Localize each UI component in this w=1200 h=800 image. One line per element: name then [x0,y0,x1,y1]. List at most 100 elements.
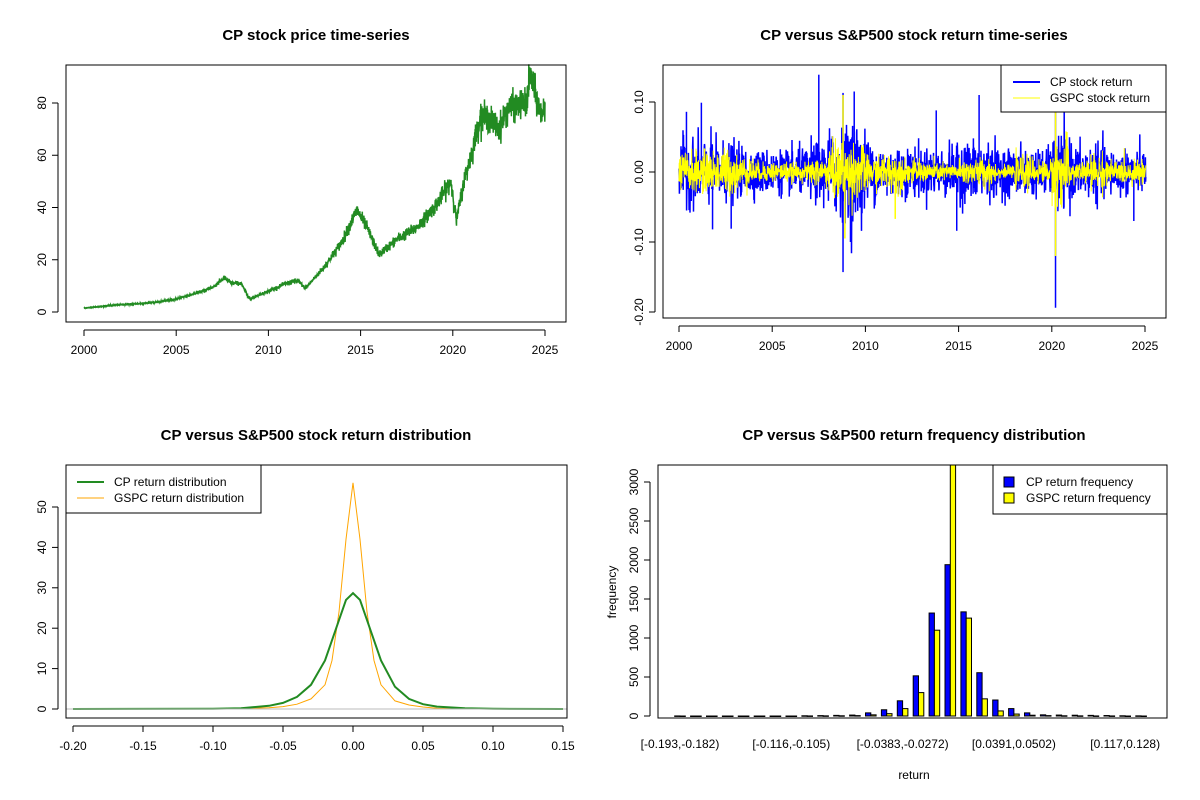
plot-frame [65,64,567,323]
y-tick-label: 50 [35,500,49,514]
cp-bar [721,715,729,717]
y-tick-label: 0 [35,308,49,315]
gspc-bar [933,629,941,717]
cp-bar [690,715,697,717]
x-tick-label: 2025 [1132,339,1159,353]
gspc-bar [918,692,925,717]
y-tick-label: 3000 [627,468,641,495]
y-tick-label: 2500 [627,507,641,534]
gspc-bar [806,715,814,717]
cp-bar [880,709,888,717]
x-tick-label: -0.15 [129,739,157,753]
cp-bar [674,715,681,717]
y-tick-label: 2000 [627,546,641,573]
x-tick-label: 2020 [1038,339,1065,353]
gspc-bar [759,715,766,717]
gspc-bar [711,715,718,717]
cp-bar [992,699,999,717]
chart-title: CP versus S&P500 return frequency distri… [742,427,1085,444]
y-tick-label: 80 [35,96,49,110]
gspc-bar [902,708,909,717]
y-tick-label: 500 [627,667,641,687]
cp-bar [896,700,904,717]
gspc-bar [965,617,973,717]
y-tick-label: 10 [35,662,49,676]
cp-bar [1055,714,1063,717]
x-tick-label: 0.05 [411,739,435,753]
x-tick-label: 0.10 [481,739,505,753]
cp-bar [1008,708,1015,717]
legend-swatch-gspc [1003,492,1015,504]
y-tick-label: -0.20 [632,298,646,326]
y-tick-label: 1000 [627,624,641,651]
cp-bar [1039,714,1047,717]
y-tick-label: 0.00 [632,160,646,184]
y-tick-label: 40 [35,201,49,215]
gspc-density-line [72,482,563,710]
plot-frame [662,64,1167,319]
x-tick-label: 2015 [347,343,374,357]
legend: CP return distribution GSPC return distr… [65,464,262,514]
cp-density-line [72,591,564,710]
gspc-bar [695,715,702,717]
cp-bar [833,714,840,717]
x-category-label: [-0.0383,-0.0272) [857,737,949,751]
x-tick-label: 2010 [255,343,282,357]
gspc-bar [822,715,829,717]
x-category-label: [-0.193,-0.182) [641,737,720,751]
chart-title: CP stock price time-series [222,27,409,44]
price-line [83,64,546,310]
x-tick-label: 2010 [852,339,879,353]
x-category-label: [0.0391,0.0502) [972,737,1056,751]
x-tick-label: 2000 [666,339,693,353]
cp-bar [928,612,935,717]
y-tick-label: -0.10 [632,228,646,256]
legend-swatch-cp [1003,476,1015,488]
cp-bar [912,675,920,717]
legend: CP stock return GSPC stock return [1000,64,1167,113]
y-tick-label: 40 [35,540,49,554]
gspc-bar [727,715,734,717]
chart-title: CP versus S&P500 stock return time-serie… [760,27,1067,44]
x-tick-label: 0.15 [551,739,575,753]
cp-bar [944,564,951,717]
x-tick-label: 2000 [71,343,98,357]
gspc-bar [1077,715,1084,717]
gspc-bar [870,714,877,717]
x-axis-label: return [898,768,929,782]
plot-frame [657,464,1168,719]
panel-histogram: CP versus S&P500 return frequency distri… [605,427,1168,782]
y-tick-label: 1500 [627,585,641,612]
gspc-bar [790,715,798,717]
gspc-bar [1045,715,1052,717]
y-axis-label: frequency [605,566,619,619]
x-tick-label: 2005 [759,339,786,353]
panel-price: CP stock price time-series 2000 2005 2010 2… [35,27,567,357]
cp-bar [865,712,872,717]
gspc-bar [1029,714,1036,717]
y-tick-label: 20 [35,253,49,267]
gspc-bar [1140,715,1147,717]
gspc-bar [886,713,893,717]
cp-bar [785,715,792,717]
x-tick-label: 2005 [163,343,190,357]
x-tick-label: 2025 [532,343,559,357]
cp-bar [976,672,983,717]
legend: CP return frequency GSPC return frequenc… [992,464,1168,515]
x-tick-label: -0.20 [59,739,87,753]
x-tick-label: -0.05 [269,739,297,753]
x-tick-label: 2015 [945,339,972,353]
y-tick-label: 60 [35,148,49,162]
y-tick-label: 30 [35,581,49,595]
legend-label: CP return frequency [1026,475,1133,489]
cp-bar [1135,715,1142,717]
gspc-return-line [678,131,1147,216]
cp-bar [801,715,808,717]
legend-label: CP stock return [1050,75,1132,89]
panel-returns: CP versus S&P500 stock return time-serie… [632,27,1167,353]
legend-label: CP return distribution [114,475,227,489]
cp-bar [849,714,856,717]
x-tick-label: -0.10 [199,739,227,753]
cp-bar [1087,714,1094,717]
gspc-bar [838,715,845,717]
